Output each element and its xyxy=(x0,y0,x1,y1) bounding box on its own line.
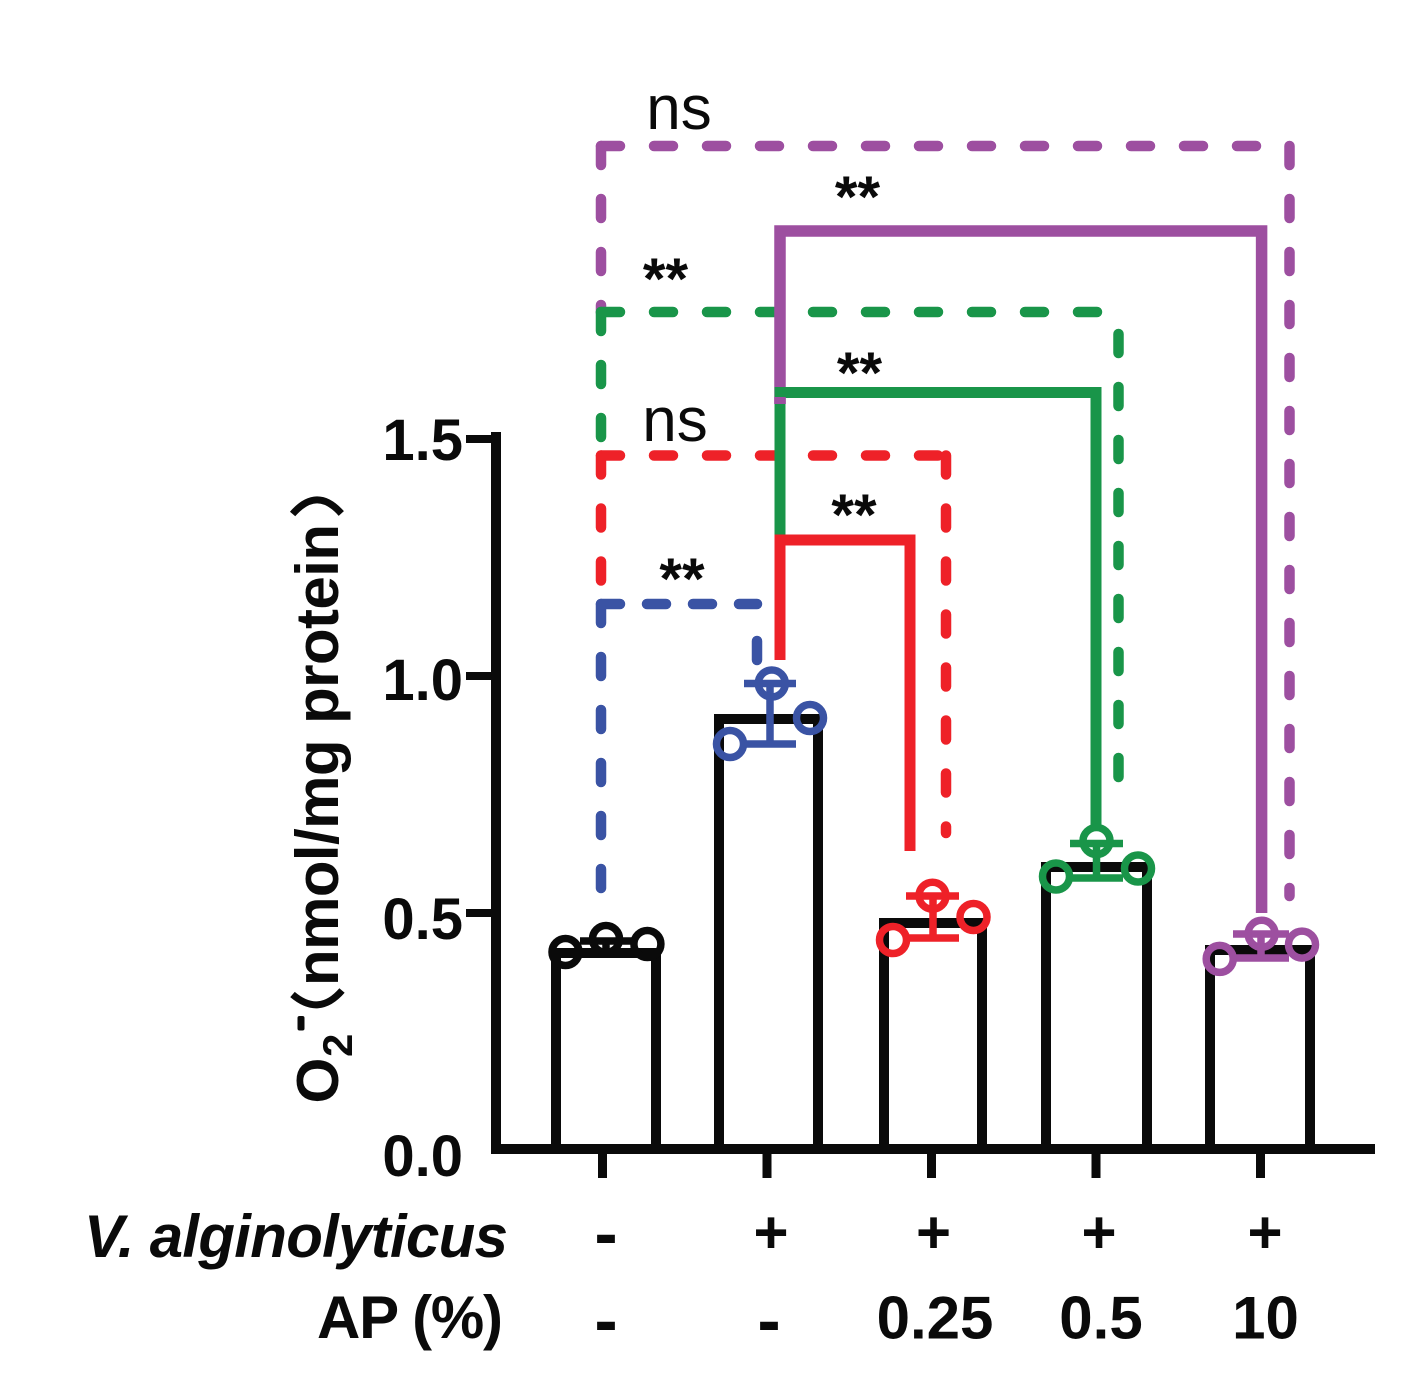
svg-text:ns: ns xyxy=(646,74,711,143)
svg-text:O: O xyxy=(285,1058,351,1104)
svg-text:+: + xyxy=(1081,1199,1116,1266)
svg-text:0.5: 0.5 xyxy=(382,887,463,952)
svg-text:**: ** xyxy=(659,547,705,612)
svg-text:**: ** xyxy=(643,247,689,312)
svg-text:-: - xyxy=(757,1281,780,1359)
svg-text:AP (%): AP (%) xyxy=(317,1284,503,1351)
svg-text:0.0: 0.0 xyxy=(382,1124,463,1189)
svg-text:ns: ns xyxy=(642,386,707,455)
svg-text:+: + xyxy=(753,1199,788,1266)
svg-text:0.25: 0.25 xyxy=(877,1285,994,1352)
svg-text:0.5: 0.5 xyxy=(1059,1285,1142,1352)
svg-text:+: + xyxy=(1247,1199,1282,1266)
svg-text:-: - xyxy=(594,1194,617,1272)
svg-text:1.0: 1.0 xyxy=(382,648,463,713)
svg-text:nmol/mg protein: nmol/mg protein xyxy=(284,524,351,986)
svg-text:+: + xyxy=(916,1199,951,1266)
svg-text:1.5: 1.5 xyxy=(382,408,463,473)
svg-text:10: 10 xyxy=(1232,1285,1299,1352)
svg-text:2: 2 xyxy=(314,1034,361,1057)
svg-text:V. alginolyticus: V. alginolyticus xyxy=(84,1203,508,1270)
svg-text:**: ** xyxy=(837,341,883,406)
svg-text:**: ** xyxy=(835,165,881,230)
svg-text:-: - xyxy=(594,1281,617,1359)
svg-text:**: ** xyxy=(831,483,877,548)
